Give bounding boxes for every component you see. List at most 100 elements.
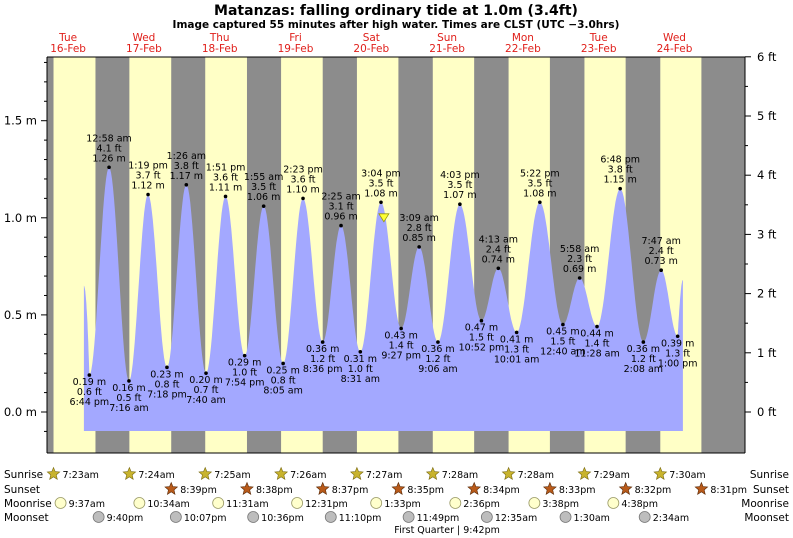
- sunrise-star-icon: [122, 466, 137, 480]
- chart-title: Matanzas: falling ordinary tide at 1.0m …: [214, 3, 578, 19]
- low-tide-label: 8:36 pm: [303, 364, 343, 375]
- left-tick-label: 1.5 m: [4, 114, 37, 128]
- moonrise-time: 10:34am: [147, 499, 189, 510]
- moonset-time: 10:07pm: [184, 513, 227, 524]
- sunset-time: 8:32pm: [635, 485, 672, 496]
- sunset-star-icon: [391, 481, 406, 495]
- sunrise-time: 7:29am: [593, 470, 629, 481]
- tide-point: [436, 340, 440, 344]
- low-tide-label: 1.3 ft: [665, 348, 690, 359]
- tide-point: [281, 361, 285, 366]
- sunset-star-icon: [542, 481, 557, 495]
- low-tide-label: 7:16 am: [109, 403, 148, 414]
- moonrise-time: 11:31am: [226, 499, 268, 510]
- tide-point: [320, 340, 325, 344]
- moonrise-time: 2:36pm: [463, 499, 500, 510]
- low-tide-label: 0.36 m: [421, 344, 454, 355]
- day-name-label: Sat: [363, 32, 380, 44]
- high-tide-label: 1.17 m: [170, 171, 203, 182]
- right-tick-label: 6 ft: [757, 50, 777, 64]
- sunset-star-icon: [467, 481, 482, 495]
- low-tide-label: 0.47 m: [465, 323, 498, 334]
- sunset-time: 8:38pm: [256, 485, 293, 496]
- low-tide-label: 0.23 m: [150, 369, 183, 380]
- high-tide-label: 3.5 ft: [251, 182, 276, 193]
- left-tick-label: 0.5 m: [4, 308, 37, 322]
- high-tide-label: 0.73 m: [644, 256, 677, 267]
- now-marker-icon: [378, 213, 390, 223]
- low-tide-label: 0.20 m: [189, 375, 222, 386]
- low-tide-label: 8:31 am: [341, 374, 380, 385]
- low-tide-label: 7:40 am: [186, 395, 225, 406]
- right-tick-label: 1 ft: [757, 346, 777, 360]
- day-name-label: Thu: [209, 32, 230, 44]
- high-tide-label: 3.7 ft: [136, 170, 161, 181]
- low-tide-label: 0.19 m: [73, 377, 106, 388]
- tide-point: [165, 365, 169, 370]
- sunset-time: 8:39pm: [180, 485, 217, 496]
- high-tide-label: 2.4 ft: [486, 244, 511, 255]
- tide-point: [242, 353, 247, 358]
- right-tick-label: 3 ft: [757, 227, 777, 241]
- high-tide-label: 7:47 am: [641, 236, 680, 247]
- moonrise-icon: [528, 497, 541, 509]
- day-date-label: 19-Feb: [278, 43, 314, 55]
- tide-point: [496, 266, 501, 271]
- moonrise-icon: [370, 497, 383, 509]
- low-tide-label: 0.36 m: [627, 344, 660, 355]
- high-tide-label: 1.15 m: [603, 175, 636, 186]
- tide-point: [261, 204, 266, 208]
- sunrise-time: 7:27am: [366, 470, 402, 481]
- high-tide-label: 3.6 ft: [291, 174, 316, 185]
- day-date-label: 17-Feb: [126, 43, 162, 55]
- row-label-right: Moonset: [744, 512, 789, 524]
- high-tide-label: 5:22 pm: [520, 168, 560, 179]
- row-label-right: Sunset: [753, 484, 789, 496]
- moonset-time: 9:40pm: [107, 513, 144, 524]
- high-tide-label: 4:03 pm: [440, 170, 480, 181]
- row-label-left: Sunrise: [4, 469, 43, 481]
- sunrise-time: 7:30am: [669, 470, 705, 481]
- tide-point: [595, 324, 599, 329]
- sunrise-time: 7:23am: [63, 470, 99, 481]
- low-tide-label: 6:44 pm: [70, 397, 110, 408]
- tide-point: [358, 349, 363, 354]
- moonset-time: 11:49pm: [417, 513, 460, 524]
- tide-point: [379, 200, 383, 205]
- low-tide-label: 1.4 ft: [584, 339, 609, 350]
- tide-point: [417, 245, 421, 249]
- day-name-label: Tue: [589, 32, 608, 44]
- tide-area: [83, 167, 683, 432]
- sunset-time: 8:37pm: [332, 485, 369, 496]
- right-tick-label: 2 ft: [757, 287, 777, 301]
- moonrise-icon: [607, 497, 620, 509]
- tide-point: [675, 334, 680, 339]
- low-tide-label: 0.41 m: [500, 334, 533, 345]
- high-tide-label: 3.5 ft: [527, 178, 552, 189]
- moonset-icon: [559, 511, 572, 523]
- sunset-time: 8:33pm: [559, 485, 596, 496]
- sunset-time: 8:34pm: [483, 485, 520, 496]
- high-tide-label: 0.85 m: [402, 233, 435, 244]
- low-tide-label: 1.4 ft: [389, 340, 414, 351]
- sunrise-time: 7:24am: [138, 470, 174, 481]
- low-tide-label: 0.36 m: [306, 344, 339, 355]
- low-tide-label: 0.8 ft: [154, 379, 179, 390]
- moonset-icon: [169, 511, 182, 523]
- low-tide-label: 9:06 am: [418, 364, 457, 375]
- day-date-label: 23-Feb: [581, 43, 617, 55]
- day-date-label: 24-Feb: [657, 43, 693, 55]
- sunrise-star-icon: [46, 466, 61, 480]
- tide-series-area: [83, 167, 683, 432]
- moonset-time: 1:30am: [574, 513, 610, 524]
- high-tide-label: 4:13 am: [479, 234, 518, 245]
- tide-annotations: 0.19 m0.6 ft6:44 pm 12:58 am4.1 ft1.26 m 0…: [70, 133, 698, 414]
- high-tide-label: 1.08 m: [523, 188, 556, 199]
- sunrise-star-icon: [501, 466, 516, 480]
- sunrise-time: 7:25am: [214, 470, 250, 481]
- moonrise-time: 9:37am: [69, 499, 105, 510]
- low-tide-label: 8:05 am: [263, 385, 302, 396]
- moonset-time: 2:34am: [653, 513, 689, 524]
- sunset-star-icon: [164, 481, 179, 495]
